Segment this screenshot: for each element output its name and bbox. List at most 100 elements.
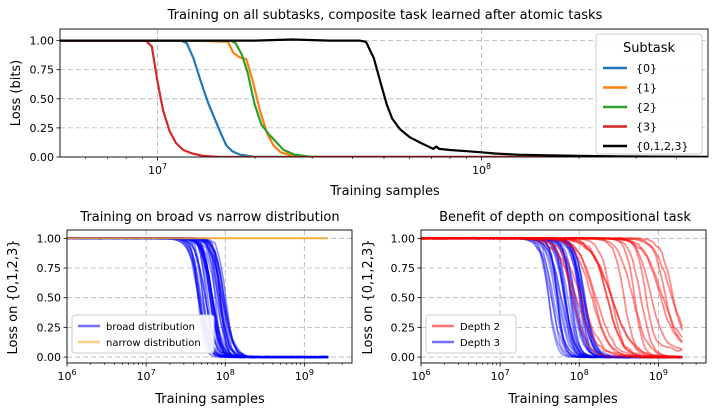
- br-run-line-0: [421, 236, 683, 343]
- br-legend-label: Depth 3: [460, 338, 500, 349]
- br-y-tick-label: 1.00: [391, 232, 416, 245]
- br-run-line-1: [421, 236, 683, 359]
- br-y-tick-label: 0.00: [391, 351, 416, 364]
- br-run-line-1: [421, 236, 683, 359]
- br-run-line-1: [421, 236, 683, 359]
- bl-chart-title: Training on broad vs narrow distribution: [79, 210, 339, 225]
- top-y-tick-label: 0.25: [30, 122, 55, 135]
- top-series-line-1: [60, 39, 708, 157]
- bl-legend-label: narrow distribution: [106, 338, 201, 349]
- bl-ticks: 0.00 0.25 0.50 0.75 1.00 106 107 108 109: [37, 232, 343, 383]
- br-legend-box: [425, 314, 517, 354]
- br-run-line-1: [421, 236, 683, 359]
- br-run-line-0: [421, 236, 683, 359]
- br-run-line-0: [421, 236, 683, 359]
- br-run-line-0: [421, 236, 683, 359]
- br-run-line-1: [421, 236, 683, 359]
- bl-y-tick-label: 1.00: [37, 232, 62, 245]
- br-x-tick-label: 107: [491, 368, 510, 383]
- top-legend: Subtask {0} {1} {2} {3} {0,1,2,3}: [595, 33, 703, 155]
- top-y-tick-label: 1.00: [30, 35, 55, 48]
- br-run-line-1: [421, 236, 683, 359]
- top-legend-label: {2}: [636, 101, 657, 114]
- top-y-tick-label: 0.75: [30, 64, 55, 77]
- bl-lines: [67, 236, 329, 359]
- br-run-line-0: [421, 236, 684, 328]
- br-run-line-1: [421, 236, 683, 359]
- bl-y-tick-label: 0.75: [37, 262, 62, 275]
- br-y-label: Loss on {0,1,2,3}: [361, 240, 376, 355]
- top-y-tick-label: 0.50: [30, 93, 55, 106]
- br-run-line-1: [421, 236, 683, 359]
- br-run-line-1: [421, 236, 683, 359]
- top-x-label: Training samples: [329, 184, 440, 199]
- br-run-line-1: [421, 236, 683, 359]
- bottom-left-panel: Training on broad vs narrow distribution…: [6, 210, 353, 407]
- br-run-line-1: [421, 236, 683, 359]
- br-run-line-1: [421, 236, 683, 359]
- br-run-line-1: [421, 236, 683, 359]
- top-legend-label: {0}: [636, 62, 657, 75]
- br-run-line-0: [421, 236, 683, 352]
- bl-x-tick-label: 109: [295, 368, 314, 383]
- top-lines: [60, 38, 708, 157]
- br-run-line-1: [421, 236, 683, 359]
- top-y-label: Loss (bits): [9, 60, 24, 127]
- br-run-line-0: [421, 236, 683, 359]
- br-run-line-1: [421, 236, 683, 359]
- br-run-line-0: [421, 236, 683, 351]
- br-legend: Depth 2 Depth 3: [425, 314, 517, 354]
- br-run-line-0: [421, 236, 683, 359]
- br-run-line-1: [421, 236, 683, 359]
- top-x-tick-label: 108: [472, 162, 491, 177]
- bl-y-tick-label: 0.25: [37, 321, 62, 334]
- br-run-line-1: [421, 236, 683, 359]
- br-run-line-0: [421, 236, 683, 359]
- br-run-line-0: [421, 236, 683, 359]
- br-run-line-0: [421, 236, 684, 331]
- br-y-tick-label: 0.75: [391, 262, 416, 275]
- br-run-line-0: [421, 236, 683, 359]
- bl-legend-box: [71, 314, 215, 354]
- br-run-line-1: [421, 236, 683, 359]
- br-run-line-1: [421, 236, 683, 359]
- br-axes-frame: [420, 229, 707, 364]
- br-run-line-1: [421, 236, 683, 359]
- br-run-line-1: [421, 236, 683, 359]
- br-run-line-1: [421, 236, 683, 359]
- bl-legend: broad distribution narrow distribution: [71, 314, 215, 354]
- br-run-line-0: [421, 236, 683, 359]
- br-run-line-0: [421, 236, 683, 359]
- top-x-tick-label: 107: [148, 162, 167, 177]
- br-run-line-0: [421, 236, 683, 343]
- br-x-label: Training samples: [507, 392, 618, 407]
- br-run-line-1: [421, 236, 683, 359]
- br-x-tick-label: 106: [411, 368, 430, 383]
- br-run-line-1: [421, 236, 683, 359]
- br-run-line-0: [421, 236, 683, 338]
- br-x-tick-label: 109: [649, 368, 668, 383]
- top-series-line-4: [60, 38, 708, 157]
- br-run-line-1: [421, 236, 683, 359]
- br-run-line-0: [421, 236, 683, 359]
- top-legend-box: [595, 33, 703, 155]
- br-run-line-1: [421, 237, 683, 359]
- br-run-line-1: [421, 236, 683, 359]
- top-series-line-3: [60, 39, 708, 157]
- br-run-line-1: [421, 236, 683, 359]
- br-run-line-1: [421, 236, 683, 359]
- br-x-tick-label: 108: [570, 368, 589, 383]
- bl-y-tick-label: 0.50: [37, 292, 62, 305]
- top-legend-title: Subtask: [623, 41, 676, 56]
- br-y-tick-label: 0.25: [391, 321, 416, 334]
- br-run-line-1: [421, 236, 683, 359]
- top-chart-title: Training on all subtasks, composite task…: [167, 8, 603, 23]
- br-run-line-0: [421, 236, 683, 359]
- top-legend-label: {0,1,2,3}: [636, 140, 688, 153]
- br-run-line-1: [421, 236, 683, 359]
- br-ticks: 0.00 0.25 0.50 0.75 1.00 106 107 108 109: [391, 232, 697, 383]
- br-run-line-1: [421, 236, 683, 359]
- br-run-line-1: [421, 236, 683, 359]
- top-y-tick-label: 0.00: [30, 151, 55, 164]
